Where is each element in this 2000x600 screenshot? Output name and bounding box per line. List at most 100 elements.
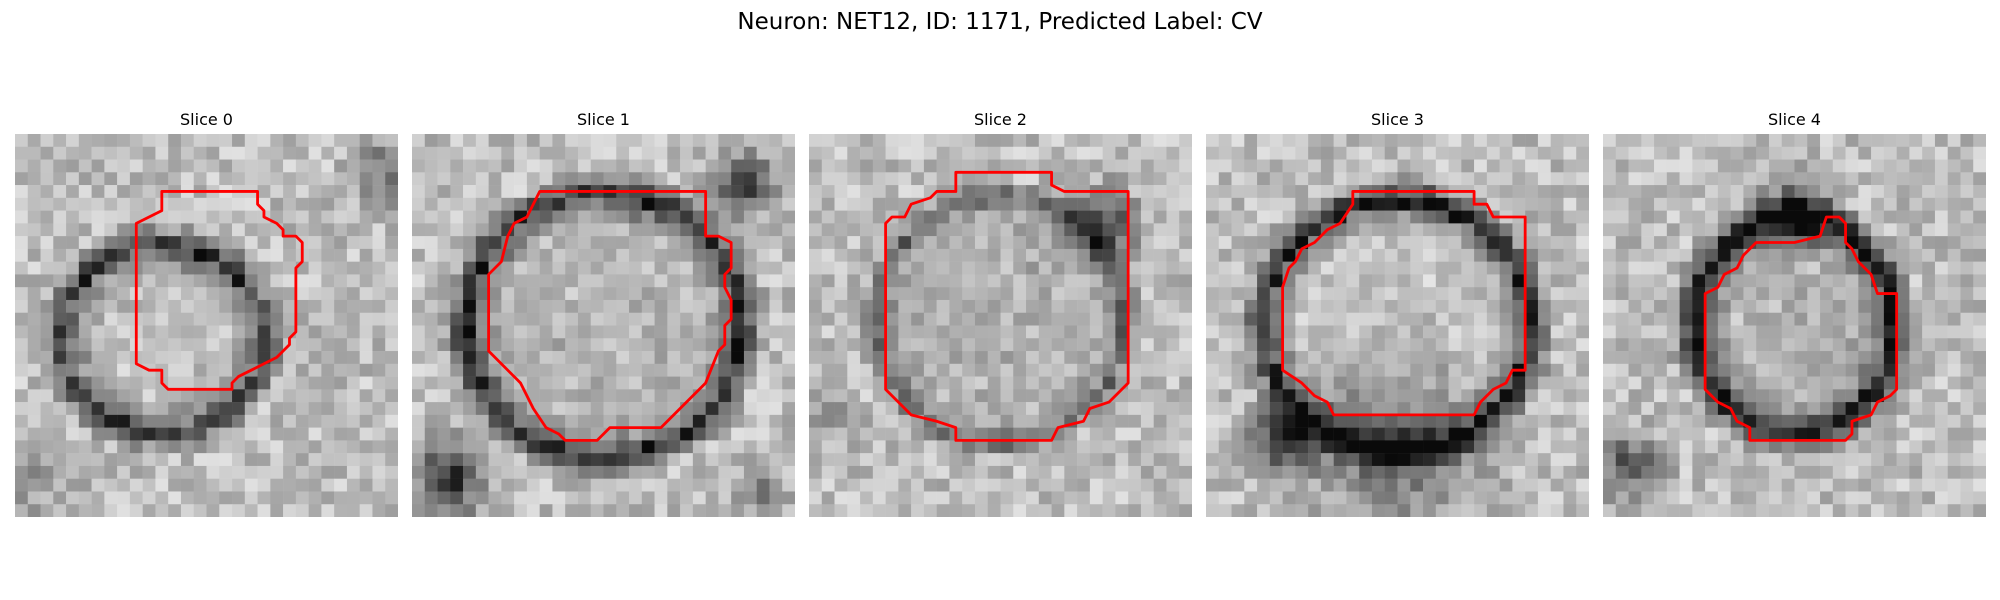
image-pixel [1794, 376, 1808, 390]
image-pixel [193, 325, 207, 339]
image-pixel [1435, 478, 1449, 492]
image-pixel [142, 248, 156, 262]
image-pixel [1883, 453, 1897, 467]
image-pixel [1166, 159, 1180, 173]
image-pixel [821, 414, 835, 428]
image-pixel [1858, 338, 1872, 352]
image-pixel [91, 299, 105, 313]
image-pixel [1934, 453, 1948, 467]
image-pixel [667, 274, 681, 288]
image-pixel [1013, 465, 1027, 479]
image-pixel [1934, 146, 1948, 160]
image-pixel [616, 299, 630, 313]
image-pixel [1102, 402, 1116, 416]
image-pixel [1628, 491, 1642, 505]
image-pixel [257, 274, 271, 288]
image-pixel [450, 453, 464, 467]
image-pixel [1179, 376, 1192, 390]
image-pixel [616, 197, 630, 211]
image-pixel [1717, 210, 1731, 224]
image-pixel [219, 134, 233, 148]
image-pixel [1654, 248, 1668, 262]
image-pixel [552, 453, 566, 467]
image-pixel [180, 197, 194, 211]
image-pixel [346, 325, 360, 339]
image-pixel [117, 478, 131, 492]
image-pixel [66, 146, 80, 160]
image-pixel [40, 223, 54, 237]
image-pixel [1692, 312, 1706, 326]
image-pixel [911, 389, 925, 403]
image-pixel [1666, 478, 1680, 492]
image-pixel [104, 491, 118, 505]
image-pixel [1960, 197, 1974, 211]
image-pixel [539, 236, 553, 250]
image-pixel [1973, 299, 1986, 313]
image-pixel [91, 402, 105, 416]
image-pixel [1781, 440, 1795, 454]
image-pixel [1947, 172, 1961, 186]
image-pixel [1845, 325, 1859, 339]
image-pixel [898, 223, 912, 237]
image-pixel [834, 261, 848, 275]
image-pixel [180, 440, 194, 454]
image-pixel [1973, 146, 1986, 160]
image-pixel [1550, 236, 1564, 250]
image-pixel [1435, 274, 1449, 288]
image-pixel [1140, 351, 1154, 365]
image-pixel [424, 172, 438, 186]
image-pixel [1384, 491, 1398, 505]
image-pixel [1474, 287, 1488, 301]
image-pixel [1166, 134, 1180, 148]
image-pixel [987, 363, 1001, 377]
image-pixel [424, 465, 438, 479]
image-pixel [385, 376, 398, 390]
image-pixel [911, 146, 925, 160]
image-pixel [270, 287, 284, 301]
image-pixel [1026, 261, 1040, 275]
image-pixel [680, 159, 694, 173]
image-pixel [1474, 440, 1488, 454]
image-pixel [424, 504, 438, 517]
image-pixel [78, 478, 92, 492]
image-pixel [1013, 363, 1027, 377]
image-pixel [437, 134, 451, 148]
image-pixel [450, 223, 464, 237]
image-pixel [1371, 261, 1385, 275]
image-pixel [219, 223, 233, 237]
image-pixel [1820, 389, 1834, 403]
image-pixel [283, 274, 297, 288]
image-pixel [1115, 453, 1129, 467]
image-pixel [641, 236, 655, 250]
image-pixel [1525, 172, 1539, 186]
image-pixel [1397, 223, 1411, 237]
image-pixel [104, 172, 118, 186]
image-pixel [104, 325, 118, 339]
image-pixel [1960, 159, 1974, 173]
image-pixel [1397, 134, 1411, 148]
image-pixel [1525, 325, 1539, 339]
image-pixel [603, 261, 617, 275]
image-pixel [1077, 351, 1091, 365]
image-pixel [1397, 159, 1411, 173]
image-pixel [821, 172, 835, 186]
image-pixel [847, 185, 861, 199]
image-pixel [565, 312, 579, 326]
image-pixel [603, 376, 617, 390]
image-pixel [923, 134, 937, 148]
image-pixel [1320, 478, 1334, 492]
image-pixel [1922, 159, 1936, 173]
image-pixel [1128, 363, 1142, 377]
image-pixel [1550, 312, 1564, 326]
image-pixel [1244, 236, 1258, 250]
image-pixel [475, 363, 489, 377]
image-pixel [1858, 363, 1872, 377]
image-pixel [1064, 172, 1078, 186]
image-pixel [475, 261, 489, 275]
image-pixel [603, 223, 617, 237]
image-pixel [1603, 261, 1617, 275]
image-pixel [885, 427, 899, 441]
image-pixel [898, 172, 912, 186]
image-pixel [1922, 261, 1936, 275]
image-pixel [1038, 376, 1052, 390]
